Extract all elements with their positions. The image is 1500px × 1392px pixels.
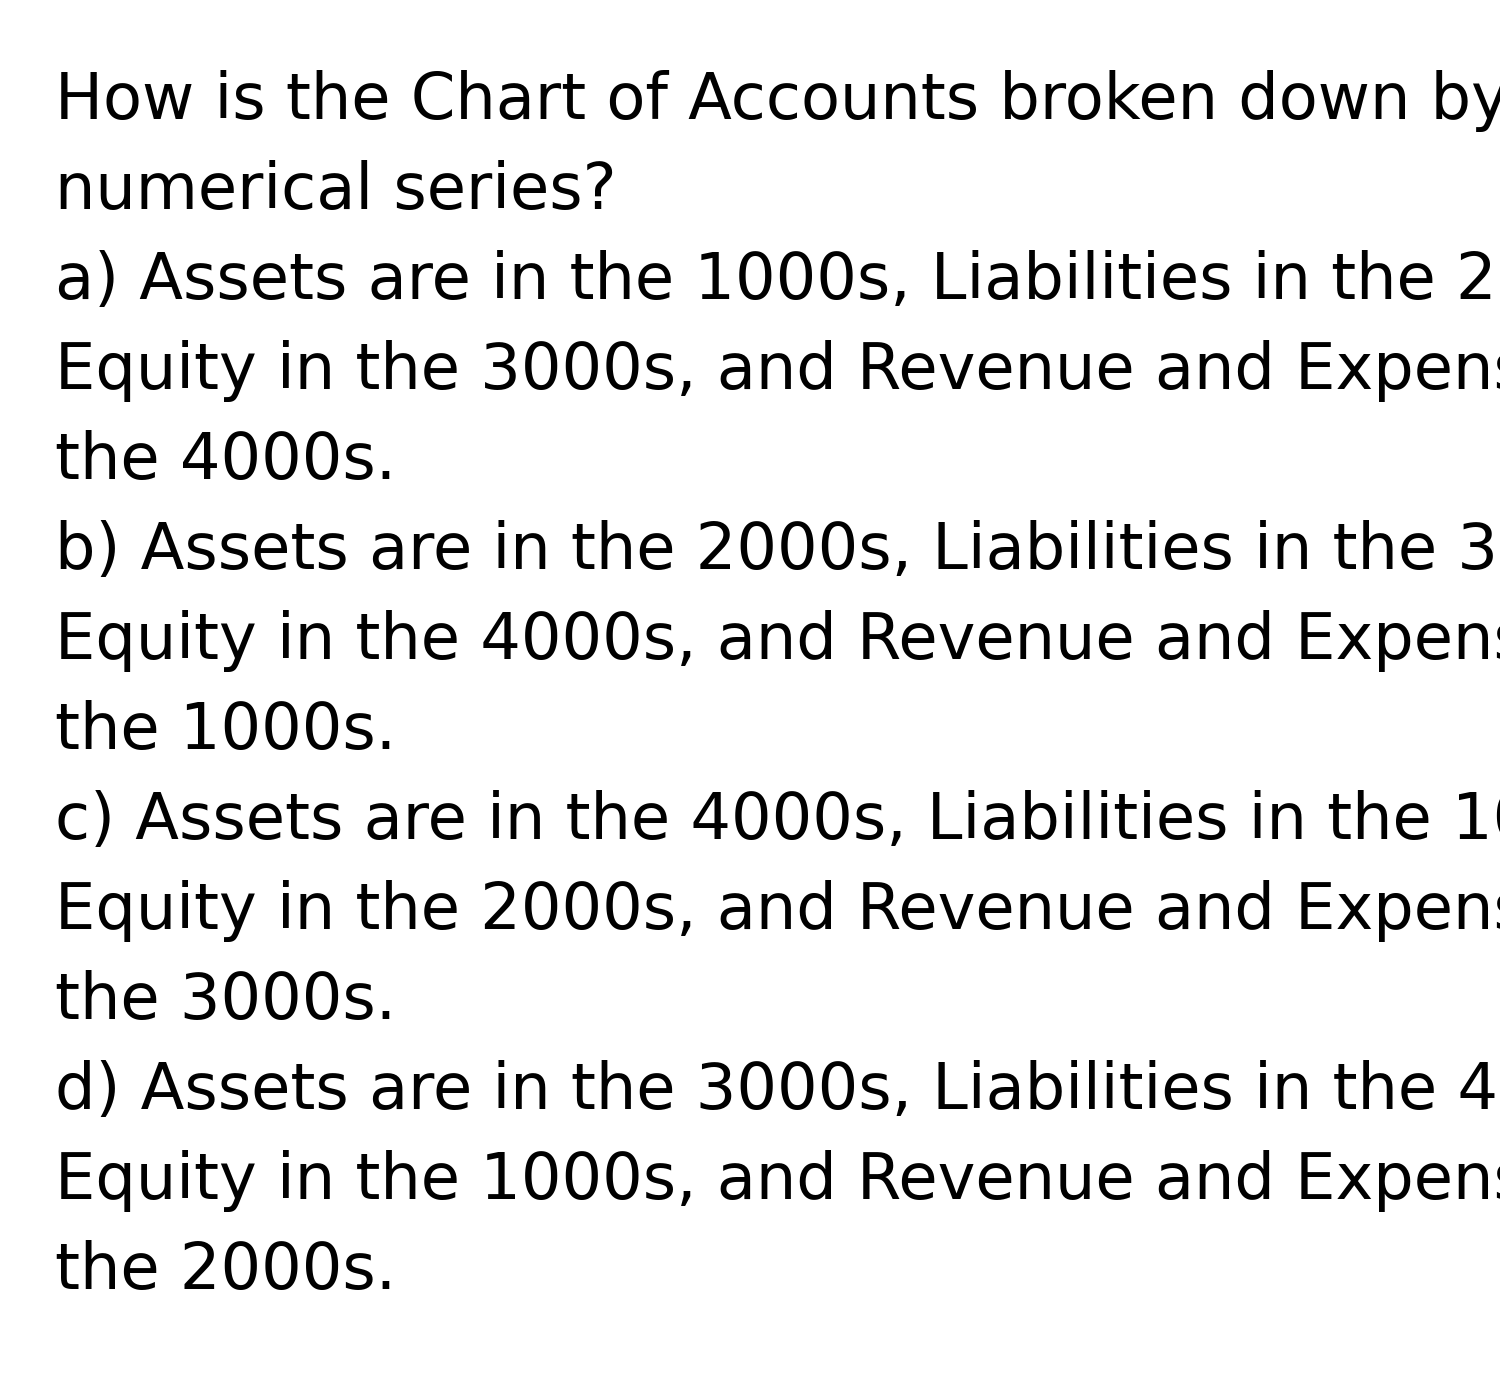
Text: Equity in the 4000s, and Revenue and Expenses in: Equity in the 4000s, and Revenue and Exp… xyxy=(56,610,1500,672)
Text: Equity in the 1000s, and Revenue and Expenses in: Equity in the 1000s, and Revenue and Exp… xyxy=(56,1150,1500,1212)
Text: the 1000s.: the 1000s. xyxy=(56,700,396,761)
Text: How is the Chart of Accounts broken down by: How is the Chart of Accounts broken down… xyxy=(56,70,1500,132)
Text: the 2000s.: the 2000s. xyxy=(56,1240,396,1302)
Text: a) Assets are in the 1000s, Liabilities in the 2000s,: a) Assets are in the 1000s, Liabilities … xyxy=(56,251,1500,312)
Text: Equity in the 3000s, and Revenue and Expenses in: Equity in the 3000s, and Revenue and Exp… xyxy=(56,340,1500,402)
Text: numerical series?: numerical series? xyxy=(56,160,616,221)
Text: the 3000s.: the 3000s. xyxy=(56,970,396,1031)
Text: d) Assets are in the 3000s, Liabilities in the 4000s,: d) Assets are in the 3000s, Liabilities … xyxy=(56,1059,1500,1122)
Text: Equity in the 2000s, and Revenue and Expenses in: Equity in the 2000s, and Revenue and Exp… xyxy=(56,880,1500,942)
Text: c) Assets are in the 4000s, Liabilities in the 1000s,: c) Assets are in the 4000s, Liabilities … xyxy=(56,791,1500,852)
Text: b) Assets are in the 2000s, Liabilities in the 3000s,: b) Assets are in the 2000s, Liabilities … xyxy=(56,521,1500,582)
Text: the 4000s.: the 4000s. xyxy=(56,430,396,491)
